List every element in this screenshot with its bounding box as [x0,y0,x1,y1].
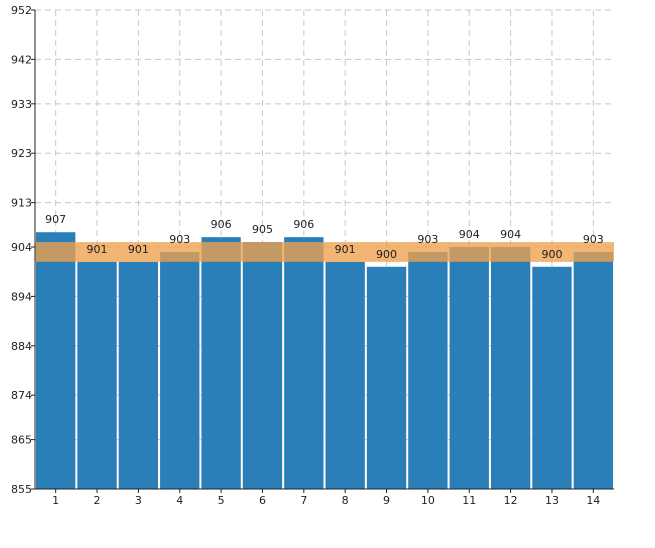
bar-1[interactable] [36,232,76,489]
y-tick-label-2: 874 [11,389,32,402]
value-label-6: 905 [252,223,273,236]
reference-band [35,242,614,262]
bar-9[interactable] [366,266,407,489]
bar-12[interactable] [490,247,531,489]
x-tick-label-13: 13 [545,494,559,507]
value-label-14: 903 [583,233,604,246]
x-tick-label-4: 4 [176,494,183,507]
value-label-9: 900 [376,248,397,261]
value-label-2: 901 [87,243,108,256]
bar-10[interactable] [408,251,448,489]
x-tick-label-12: 12 [504,494,518,507]
y-tick-label-9: 942 [11,53,32,66]
x-tick-label-5: 5 [218,494,225,507]
bar-14[interactable] [573,251,613,489]
bar-7[interactable] [284,237,324,489]
x-tick-label-10: 10 [421,494,435,507]
bar-3[interactable] [118,261,159,489]
y-tick-label-1: 865 [11,434,32,447]
value-label-7: 906 [293,218,314,231]
value-label-10: 903 [417,233,438,246]
y-tick-label-0: 855 [11,483,32,496]
value-label-12: 904 [500,228,521,241]
x-tick-label-2: 2 [94,494,101,507]
x-tick-label-9: 9 [383,494,390,507]
y-tick-label-8: 933 [11,98,32,111]
y-tick-label-10: 952 [11,4,32,17]
x-tick-label-1: 1 [52,494,59,507]
value-label-11: 904 [459,228,480,241]
bar-13[interactable] [532,266,572,489]
bar-5[interactable] [201,237,241,489]
bar-11[interactable] [449,247,489,489]
value-label-4: 903 [169,233,190,246]
value-label-13: 900 [541,248,562,261]
x-tick-label-11: 11 [462,494,476,507]
bar-2[interactable] [77,261,117,489]
value-label-1: 907 [45,213,66,226]
x-tick-label-8: 8 [342,494,349,507]
x-tick-label-3: 3 [135,494,142,507]
x-tick-label-14: 14 [586,494,600,507]
y-tick-label-7: 923 [11,147,32,160]
value-label-3: 901 [128,243,149,256]
x-tick-label-7: 7 [300,494,307,507]
value-label-8: 901 [335,243,356,256]
y-tick-label-3: 884 [11,340,32,353]
y-tick-label-4: 894 [11,290,32,303]
x-tick-label-6: 6 [259,494,266,507]
y-tick-label-6: 913 [11,197,32,210]
bar-4[interactable] [160,251,200,489]
y-tick-label-5: 904 [11,241,32,254]
bar-8[interactable] [325,261,365,489]
value-label-5: 906 [211,218,232,231]
bar-6[interactable] [242,242,283,489]
